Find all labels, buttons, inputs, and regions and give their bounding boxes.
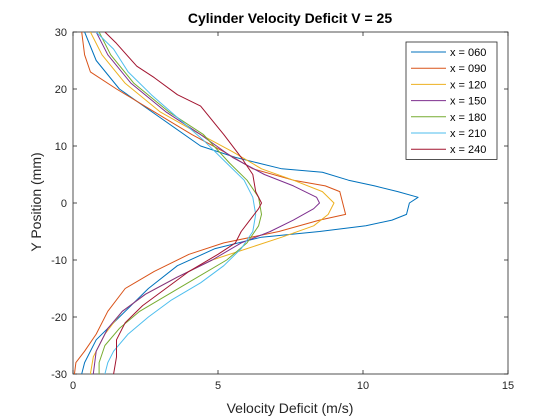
series-line-6	[104, 32, 262, 374]
legend-label-2: x = 120	[450, 79, 486, 91]
y-tick-label: 30	[55, 27, 67, 39]
x-tick-label: 0	[70, 380, 76, 392]
y-tick-label: 0	[61, 198, 67, 210]
series-line-4	[98, 32, 262, 374]
y-tick-label: -20	[51, 312, 67, 324]
y-tick-label: -10	[51, 255, 67, 267]
legend-label-3: x = 150	[450, 96, 486, 108]
x-axis-label: Velocity Deficit (m/s)	[227, 400, 354, 416]
x-tick-label: 10	[357, 380, 369, 392]
series-line-5	[95, 32, 257, 374]
y-tick-label: 20	[55, 84, 67, 96]
y-axis-label: Y Position (mm)	[28, 152, 44, 251]
legend: x = 060 x = 090 x = 120 x = 150 x = 180 x = 2…	[405, 41, 498, 160]
series-line-0	[81, 32, 419, 374]
series-line-3	[92, 32, 320, 374]
x-tick-label: 5	[215, 380, 221, 392]
chart-title: Cylinder Velocity Deficit V = 25	[188, 10, 392, 26]
legend-label-0: x = 060	[450, 47, 486, 59]
legend-label-5: x = 210	[450, 128, 486, 140]
legend-label-4: x = 180	[450, 112, 486, 124]
y-tick-label: -30	[51, 369, 67, 381]
x-tick-label: 15	[502, 380, 514, 392]
series-line-1	[73, 32, 347, 374]
legend-label-6: x = 240	[450, 144, 486, 156]
y-tick-label: 10	[55, 141, 67, 153]
legend-label-1: x = 090	[450, 63, 486, 75]
